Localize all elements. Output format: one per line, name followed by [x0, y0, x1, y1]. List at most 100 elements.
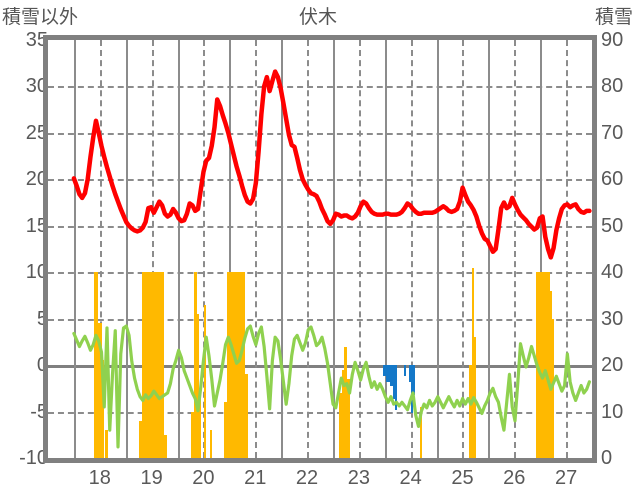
precipitation-bar	[341, 369, 345, 458]
x-tick-label: 20	[192, 467, 215, 489]
precipitation-bar	[138, 420, 143, 458]
precipitation-bar	[98, 323, 102, 458]
left-tick-label: 30	[25, 75, 48, 98]
snowfall-bar	[382, 365, 387, 377]
right-tick-label: 10	[601, 400, 624, 423]
precipitation-bar	[226, 272, 241, 458]
horizontal-gridline	[48, 132, 592, 135]
precipitation-bar	[339, 392, 342, 458]
x-tick-label: 26	[503, 467, 526, 489]
precipitation-bar	[164, 434, 167, 458]
right-tick-label: 0	[601, 447, 613, 469]
right-tick-label: 70	[601, 121, 624, 144]
left-tick-label: 10	[25, 261, 48, 284]
precipitation-bar	[549, 290, 552, 458]
right-tick-label: 40	[601, 261, 624, 284]
day-boundary-gridline	[73, 40, 76, 458]
snowfall-bar	[389, 365, 394, 386]
day-boundary-gridline	[229, 40, 232, 458]
x-tick-label: 21	[244, 467, 267, 489]
precipitation-bar	[347, 379, 351, 458]
day-boundary-gridline	[177, 40, 180, 458]
snowfall-bar	[395, 365, 398, 410]
half-day-gridline	[203, 40, 206, 458]
left-tick-label: -5	[30, 400, 48, 423]
half-day-gridline	[462, 40, 465, 458]
day-boundary-gridline	[332, 40, 335, 458]
horizontal-gridline	[48, 225, 592, 228]
left-tick-label: 0	[36, 354, 48, 377]
day-boundary-gridline	[125, 40, 128, 458]
day-boundary-gridline	[281, 40, 284, 458]
precipitation-bar	[471, 267, 475, 458]
left-tick-label: 20	[25, 168, 48, 191]
precipitation-bar	[142, 272, 153, 458]
left-tick-label: 25	[25, 121, 48, 144]
plot-area	[48, 40, 592, 458]
left-tick-label: 35	[25, 29, 48, 51]
horizontal-gridline	[48, 86, 592, 89]
precipitation-bar	[240, 272, 246, 458]
chart-title: 伏木	[298, 7, 337, 28]
half-day-gridline	[566, 40, 569, 458]
snowfall-bar	[404, 365, 407, 377]
snowfall-bar	[386, 365, 390, 382]
precipitation-bar	[344, 346, 348, 458]
right-tick-label: 50	[601, 214, 624, 237]
precipitation-bar	[104, 430, 108, 458]
precipitation-bar	[190, 411, 194, 458]
x-tick-label: 22	[295, 467, 319, 489]
half-day-gridline	[410, 40, 413, 458]
half-day-gridline	[307, 40, 310, 458]
day-boundary-gridline	[384, 40, 387, 458]
precipitation-bar	[419, 406, 422, 458]
horizontal-gridline	[48, 272, 592, 275]
precipitation-bar	[101, 360, 105, 458]
right-tick-label: 20	[601, 354, 624, 377]
snowfall-bar	[411, 365, 414, 414]
left-tick-label: 5	[36, 307, 48, 330]
right-axis-title: 積雪	[594, 7, 633, 28]
line-series-layer	[71, 69, 592, 449]
precipitation-bar	[204, 304, 207, 458]
precipitation-bar	[468, 365, 472, 458]
day-boundary-gridline	[540, 40, 543, 458]
left-tick-label: 15	[25, 214, 48, 237]
half-day-gridline	[358, 40, 361, 458]
right-tick-label: 60	[601, 168, 624, 191]
wind-line	[72, 324, 592, 449]
horizontal-gridline	[48, 179, 592, 182]
zero-line	[48, 365, 592, 369]
x-tick-label: 25	[451, 467, 474, 489]
precipitation-bar	[199, 397, 202, 458]
precipitation-bar	[224, 402, 227, 458]
horizontal-gridline	[48, 411, 592, 414]
x-tick-label: 23	[347, 467, 370, 489]
x-tick-label: 27	[554, 467, 578, 489]
left-axis-title: 積雪以外	[2, 7, 79, 28]
x-tick-label: 18	[88, 467, 111, 489]
half-day-gridline	[255, 40, 258, 458]
x-tick-label: 24	[399, 467, 422, 489]
precipitation-bar	[193, 272, 198, 458]
precipitation-bar	[152, 272, 165, 458]
precipitation-bar	[209, 430, 212, 458]
left-tick-label: -10	[19, 447, 48, 469]
temperature-line	[71, 69, 592, 260]
snowfall-bar	[408, 365, 412, 382]
precipitation-bar	[245, 374, 249, 458]
horizontal-gridline	[48, 318, 592, 321]
half-day-gridline	[151, 40, 154, 458]
half-day-gridline	[514, 40, 517, 458]
day-boundary-gridline	[436, 40, 439, 458]
precipitation-bar	[197, 314, 200, 458]
right-tick-label: 90	[601, 29, 624, 51]
x-tick-label: 19	[140, 467, 163, 489]
snowfall-bar	[412, 365, 415, 395]
half-day-gridline	[99, 40, 102, 458]
precipitation-bar	[93, 272, 99, 458]
precipitation-bar	[536, 272, 550, 458]
right-tick-label: 30	[601, 307, 624, 330]
snowfall-bar	[393, 365, 396, 399]
